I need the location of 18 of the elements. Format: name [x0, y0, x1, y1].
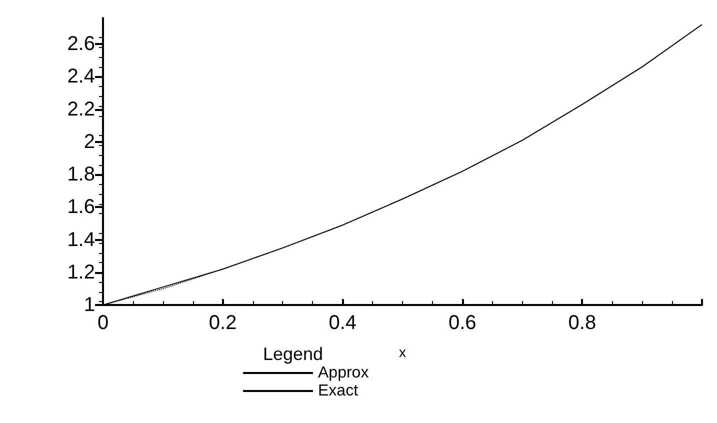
x-tick-label: 0.8: [568, 312, 596, 334]
y-tick-label: 2.4: [67, 66, 95, 88]
legend-label: Exact: [318, 382, 359, 400]
y-tick-label: 1.2: [67, 261, 95, 284]
y-tick-label: 2.2: [67, 98, 95, 120]
x-tick-label: 0.6: [448, 312, 476, 334]
y-tick-label: 2.6: [67, 33, 95, 56]
y-tick-label: 1.8: [67, 164, 95, 186]
y-tick-label: 2: [84, 130, 95, 153]
x-tick-label: 0.4: [328, 312, 357, 334]
x-tick-label: 0: [97, 312, 109, 334]
legend-label: Approx: [318, 364, 369, 382]
x-tick-label: 0.2: [208, 312, 237, 334]
y-tick-label: 1.4: [67, 228, 95, 251]
legend-title: Legend: [263, 344, 324, 364]
x-axis-title: x: [399, 344, 406, 360]
y-tick-label: 1.6: [67, 196, 95, 218]
y-tick-label: 1: [84, 294, 95, 316]
